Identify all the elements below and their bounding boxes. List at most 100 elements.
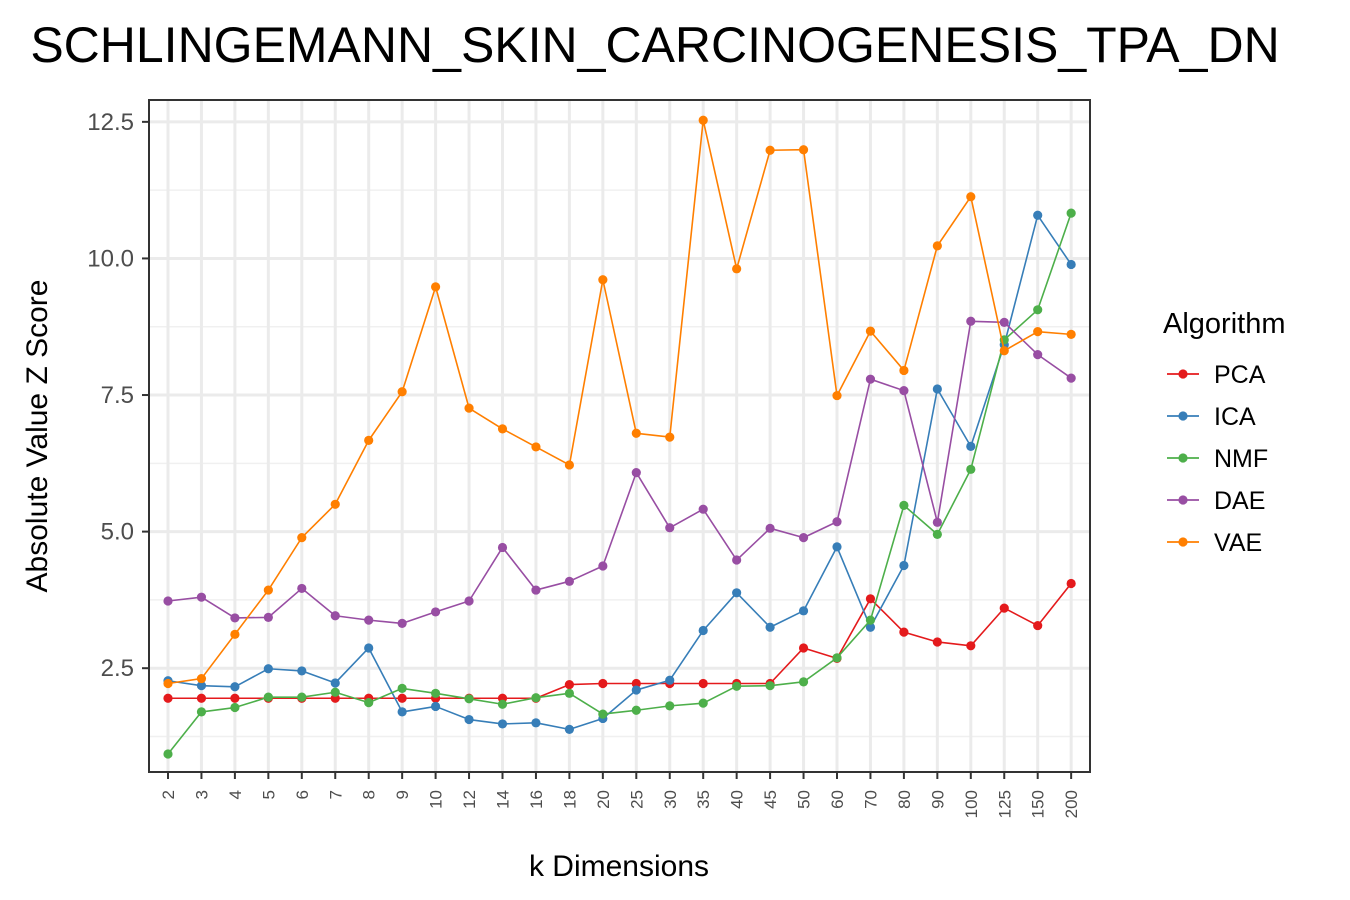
data-point-ica [196, 681, 207, 691]
x-tick-label: 3 [192, 790, 211, 799]
data-point-pca [196, 693, 207, 703]
data-point-dae [665, 523, 675, 533]
data-point-nmf [598, 709, 608, 719]
data-point-vae [732, 264, 742, 274]
data-point-ica [230, 682, 240, 692]
legend-label: ICA [1214, 403, 1256, 431]
data-point-nmf [464, 694, 474, 704]
data-point-vae [832, 390, 842, 401]
data-point-nmf [798, 677, 809, 687]
data-point-vae [966, 192, 976, 202]
x-tick-label: 125 [995, 790, 1014, 818]
data-point-ica [1066, 259, 1076, 270]
data-point-pca [1066, 578, 1076, 589]
data-point-nmf [698, 698, 708, 708]
data-point-pca [397, 693, 407, 703]
y-tick-label: 5.0 [101, 519, 134, 546]
x-tick-label: 30 [661, 790, 680, 809]
series-nmf [163, 208, 1076, 759]
data-point-dae [999, 317, 1009, 327]
legend-label: PCA [1214, 361, 1266, 389]
data-point-dae [698, 504, 708, 514]
legend-item-nmf: NMF [1167, 445, 1268, 473]
data-point-nmf [865, 615, 876, 625]
series-dae [163, 316, 1076, 628]
data-point-ica [798, 606, 809, 616]
data-point-vae [497, 424, 508, 434]
data-point-dae [765, 523, 775, 533]
data-point-dae [497, 542, 508, 553]
x-tick-label: 9 [393, 790, 412, 799]
data-point-dae [966, 316, 976, 326]
data-point-pca [230, 693, 240, 703]
data-point-dae [598, 561, 608, 571]
x-tick-label: 70 [861, 790, 880, 809]
data-point-nmf [431, 688, 441, 698]
legend-item-ica: ICA [1167, 403, 1256, 431]
x-tick-label: 6 [293, 790, 312, 799]
data-point-dae [732, 555, 742, 565]
data-point-vae [1066, 329, 1076, 339]
data-point-ica [732, 588, 742, 598]
data-point-dae [364, 615, 374, 625]
data-point-pca [564, 679, 575, 690]
data-point-nmf [832, 653, 842, 663]
data-point-vae [297, 533, 307, 543]
data-point-dae [832, 517, 842, 527]
y-axis: 2.5 5.0 7.5 10.0 12.5 [87, 109, 149, 682]
data-point-nmf [966, 464, 976, 474]
data-point-vae [1033, 327, 1043, 337]
data-point-pca [598, 678, 608, 689]
x-tick-label: 7 [326, 790, 345, 799]
data-point-vae [464, 403, 474, 413]
data-point-vae [263, 585, 273, 595]
data-point-ica [1033, 210, 1043, 220]
data-point-ica [631, 685, 641, 695]
data-point-dae [230, 613, 240, 623]
data-point-pca [999, 603, 1009, 613]
data-point-dae [464, 596, 474, 606]
data-point-ica [431, 701, 441, 712]
x-tick-label: 14 [494, 790, 513, 809]
data-point-dae [798, 533, 809, 543]
data-point-vae [798, 145, 809, 155]
data-point-ica [397, 707, 407, 717]
data-point-nmf [330, 687, 340, 697]
data-point-ica [297, 666, 307, 676]
data-point-nmf [263, 692, 273, 702]
x-tick-label: 80 [895, 790, 914, 809]
data-point-ica [665, 675, 675, 685]
data-point-dae [163, 596, 173, 606]
data-point-vae [330, 499, 340, 509]
data-point-pca [899, 627, 909, 637]
legend-key-point [1178, 453, 1188, 463]
series-layer [163, 115, 1076, 759]
y-tick-label: 12.5 [87, 109, 134, 136]
legend-key-point [1178, 411, 1188, 421]
data-point-pca [698, 678, 708, 689]
x-tick-label: 200 [1062, 790, 1081, 818]
x-tick-label: 60 [828, 790, 847, 809]
data-point-nmf [732, 681, 742, 691]
data-point-nmf [631, 705, 641, 715]
data-point-dae [564, 576, 575, 586]
x-tick-label: 40 [728, 790, 747, 809]
x-tick-label: 18 [560, 790, 579, 809]
data-point-pca [631, 678, 641, 689]
data-point-pca [865, 594, 876, 604]
data-point-nmf [932, 529, 942, 539]
x-tick-label: 20 [594, 790, 613, 809]
y-tick-label: 7.5 [101, 382, 134, 409]
legend-item-vae: VAE [1167, 529, 1262, 557]
data-point-pca [932, 637, 942, 647]
data-point-ica [330, 678, 340, 688]
data-point-pca [163, 693, 173, 703]
data-point-vae [698, 115, 708, 125]
data-point-nmf [564, 688, 575, 698]
data-point-nmf [1033, 305, 1043, 315]
data-point-pca [1033, 620, 1043, 631]
data-point-dae [1066, 373, 1076, 383]
data-point-vae [531, 442, 541, 452]
x-tick-label: 100 [962, 790, 981, 818]
data-point-ica [364, 643, 374, 653]
